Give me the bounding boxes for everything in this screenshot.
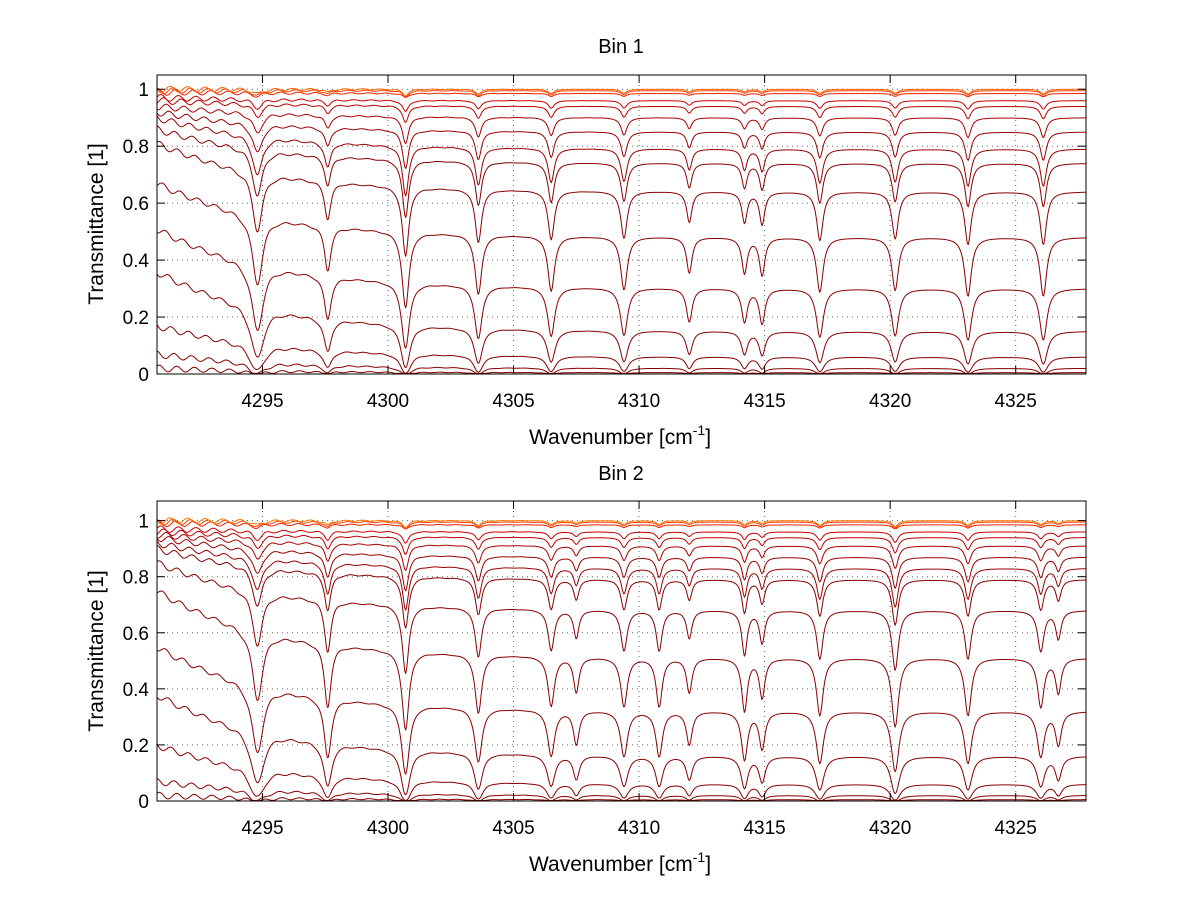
grid-layer <box>157 501 1086 801</box>
y-tick-label: 0 <box>138 365 149 386</box>
y-tick-label: 0.8 <box>123 568 149 589</box>
series-line <box>156 115 1087 197</box>
series-line <box>156 532 1087 572</box>
x-axis-label: Wavenumber [cm-1] <box>529 422 711 449</box>
series-line <box>156 103 1086 145</box>
series-line <box>156 743 1087 801</box>
series-line <box>156 97 1087 123</box>
y-tick-label: 0.4 <box>123 251 150 272</box>
x-tick-label: 4310 <box>618 391 660 412</box>
series-line <box>156 525 1087 544</box>
x-tick-label: 4300 <box>367 818 409 839</box>
series-line <box>156 85 1086 97</box>
chart-panel-bin-2: Bin 2 4295 4300 4305 4310 4315 4320 4325 0 0.2 0.… <box>85 463 1087 876</box>
series-line <box>156 518 1086 530</box>
series-line <box>156 536 1087 592</box>
x-tick-label: 4300 <box>367 391 409 412</box>
x-tick-label: 4295 <box>241 818 283 839</box>
x-axis-label: Wavenumber [cm-1] <box>529 849 711 876</box>
y-tick-label: 1 <box>138 80 149 101</box>
series-line <box>156 350 1087 374</box>
tick-layer: 4295 4300 4305 4310 4315 4320 4325 0 0.2 0.4 0.6 0.… <box>123 501 1086 839</box>
series-line <box>156 182 1087 309</box>
x-tick-label: 4295 <box>241 391 283 412</box>
series-line <box>156 87 1086 98</box>
x-tick-label: 4305 <box>492 391 534 412</box>
series-line <box>156 273 1087 369</box>
chart-title: Bin 2 <box>598 463 644 485</box>
series-line <box>156 590 1087 731</box>
y-axis-label: Transmittance [1] <box>85 570 108 731</box>
x-tick-label: 4320 <box>869 818 911 839</box>
y-tick-label: 0.4 <box>123 680 150 701</box>
series-line <box>156 140 1087 257</box>
series-line <box>156 110 1087 169</box>
y-tick-label: 0.2 <box>123 308 149 329</box>
x-tick-label: 4305 <box>492 818 534 839</box>
plot-area-frame <box>156 74 1087 375</box>
series-line <box>156 517 1086 529</box>
x-tick-label: 4320 <box>869 391 911 412</box>
y-tick-label: 1 <box>138 512 149 533</box>
x-tick-label: 4315 <box>743 818 785 839</box>
series-line <box>156 777 1087 801</box>
series-line <box>156 528 1087 555</box>
series-line <box>156 540 1087 611</box>
y-tick-label: 0.6 <box>123 194 149 215</box>
series-line <box>156 125 1087 219</box>
series-line <box>156 560 1087 675</box>
series-line <box>156 94 1086 112</box>
y-tick-label: 0.8 <box>123 137 149 158</box>
y-tick-label: 0.2 <box>123 736 149 757</box>
series-line <box>156 88 1086 99</box>
series-line <box>156 229 1087 349</box>
plot-area-frame <box>156 500 1087 802</box>
y-tick-label: 0.6 <box>123 624 149 645</box>
chart-title: Bin 1 <box>598 36 644 58</box>
x-tick-label: 4310 <box>618 818 660 839</box>
series-line <box>156 545 1087 629</box>
series-layer <box>156 517 1087 801</box>
series-line <box>156 519 1087 530</box>
series-line <box>156 324 1087 374</box>
series-layer <box>156 85 1087 374</box>
series-line <box>156 648 1087 775</box>
x-tick-label: 4315 <box>743 391 785 412</box>
x-tick-label: 4325 <box>995 818 1037 839</box>
x-tick-label: 4325 <box>995 391 1037 412</box>
y-tick-label: 0 <box>138 792 149 813</box>
chart-panel-bin-1: Bin 1 4295 4300 4305 4310 4315 4320 4325 0 0.2 0.… <box>85 36 1087 449</box>
series-line <box>156 696 1087 796</box>
tick-layer: 4295 4300 4305 4310 4315 4320 4325 0 0.2 0.4 0.6 0.… <box>123 75 1086 412</box>
y-axis-label: Transmittance [1] <box>85 143 108 304</box>
